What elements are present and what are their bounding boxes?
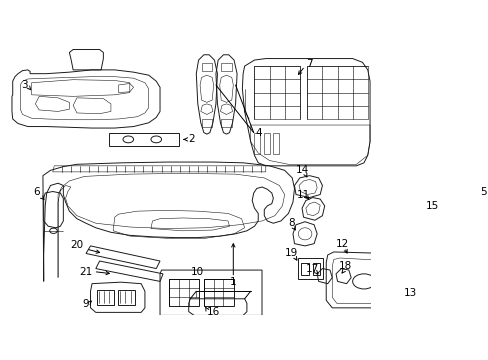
Bar xyxy=(169,279,199,306)
Bar xyxy=(301,262,308,275)
Text: 17: 17 xyxy=(305,264,319,274)
Bar xyxy=(203,279,234,306)
Bar xyxy=(201,63,212,71)
Bar xyxy=(254,132,260,154)
Bar xyxy=(221,63,231,71)
Text: 8: 8 xyxy=(287,218,294,228)
Text: 2: 2 xyxy=(188,134,195,144)
Text: 6: 6 xyxy=(34,186,40,197)
Bar xyxy=(97,290,114,305)
Bar xyxy=(272,132,278,154)
Text: 4: 4 xyxy=(255,127,261,138)
Text: 21: 21 xyxy=(79,267,92,276)
Bar xyxy=(263,132,269,154)
Bar xyxy=(201,119,212,127)
Text: 16: 16 xyxy=(206,307,220,317)
Text: 15: 15 xyxy=(425,201,438,211)
Text: 14: 14 xyxy=(295,165,308,175)
Text: 20: 20 xyxy=(70,240,83,250)
Text: 3: 3 xyxy=(20,80,27,90)
Text: 10: 10 xyxy=(191,267,204,277)
Text: 19: 19 xyxy=(285,248,298,258)
Text: 7: 7 xyxy=(305,59,312,69)
Text: 5: 5 xyxy=(479,186,486,197)
Text: 11: 11 xyxy=(296,189,309,199)
Bar xyxy=(221,119,231,127)
Text: 13: 13 xyxy=(404,288,417,298)
Bar xyxy=(312,262,320,275)
Text: 18: 18 xyxy=(338,261,351,271)
Bar xyxy=(118,290,135,305)
Text: 1: 1 xyxy=(229,277,236,287)
Bar xyxy=(297,258,323,279)
Text: 9: 9 xyxy=(82,299,89,309)
Text: 12: 12 xyxy=(336,239,349,249)
